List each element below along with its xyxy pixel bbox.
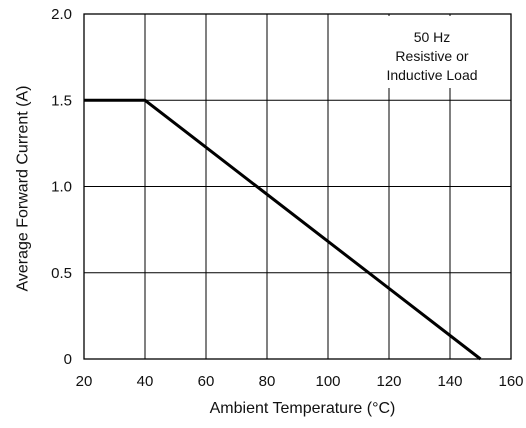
x-tick-label-6: 140 [437, 373, 462, 390]
x-tick-labels: 20 40 60 80 100 120 140 160 [76, 373, 524, 390]
y-tick-label-4: 2.0 [51, 6, 72, 23]
x-tick-label-1: 40 [137, 373, 154, 390]
plot-frame [83, 13, 512, 360]
y-tick-label-3: 1.5 [51, 92, 72, 109]
x-axis-title: Ambient Temperature (°C) [210, 400, 396, 417]
y-tick-labels: 0 0.5 1.0 1.5 2.0 [51, 6, 72, 368]
x-tick-label-7: 160 [498, 373, 523, 390]
series-layer [84, 98, 482, 361]
x-tick-label-5: 120 [376, 373, 401, 390]
y-tick-label-0: 0 [64, 351, 72, 368]
annotation-line-2: Inductive Load [386, 67, 477, 83]
annotation-background [355, 16, 507, 88]
annotation-box: 50 Hz Resistive or Inductive Load [386, 29, 477, 83]
annotation-line-0: 50 Hz [414, 29, 451, 45]
x-tick-label-0: 20 [76, 373, 93, 390]
y-tick-label-1: 0.5 [51, 265, 72, 282]
x-tick-label-4: 100 [315, 373, 340, 390]
x-tick-label-3: 80 [259, 373, 276, 390]
annotation-line-1: Resistive or [395, 48, 468, 64]
y-axis-title: Average Forward Current (A) [15, 86, 32, 292]
y-tick-label-2: 1.0 [51, 179, 72, 196]
series-line-0 [84, 98, 482, 361]
x-tick-label-2: 60 [198, 373, 215, 390]
